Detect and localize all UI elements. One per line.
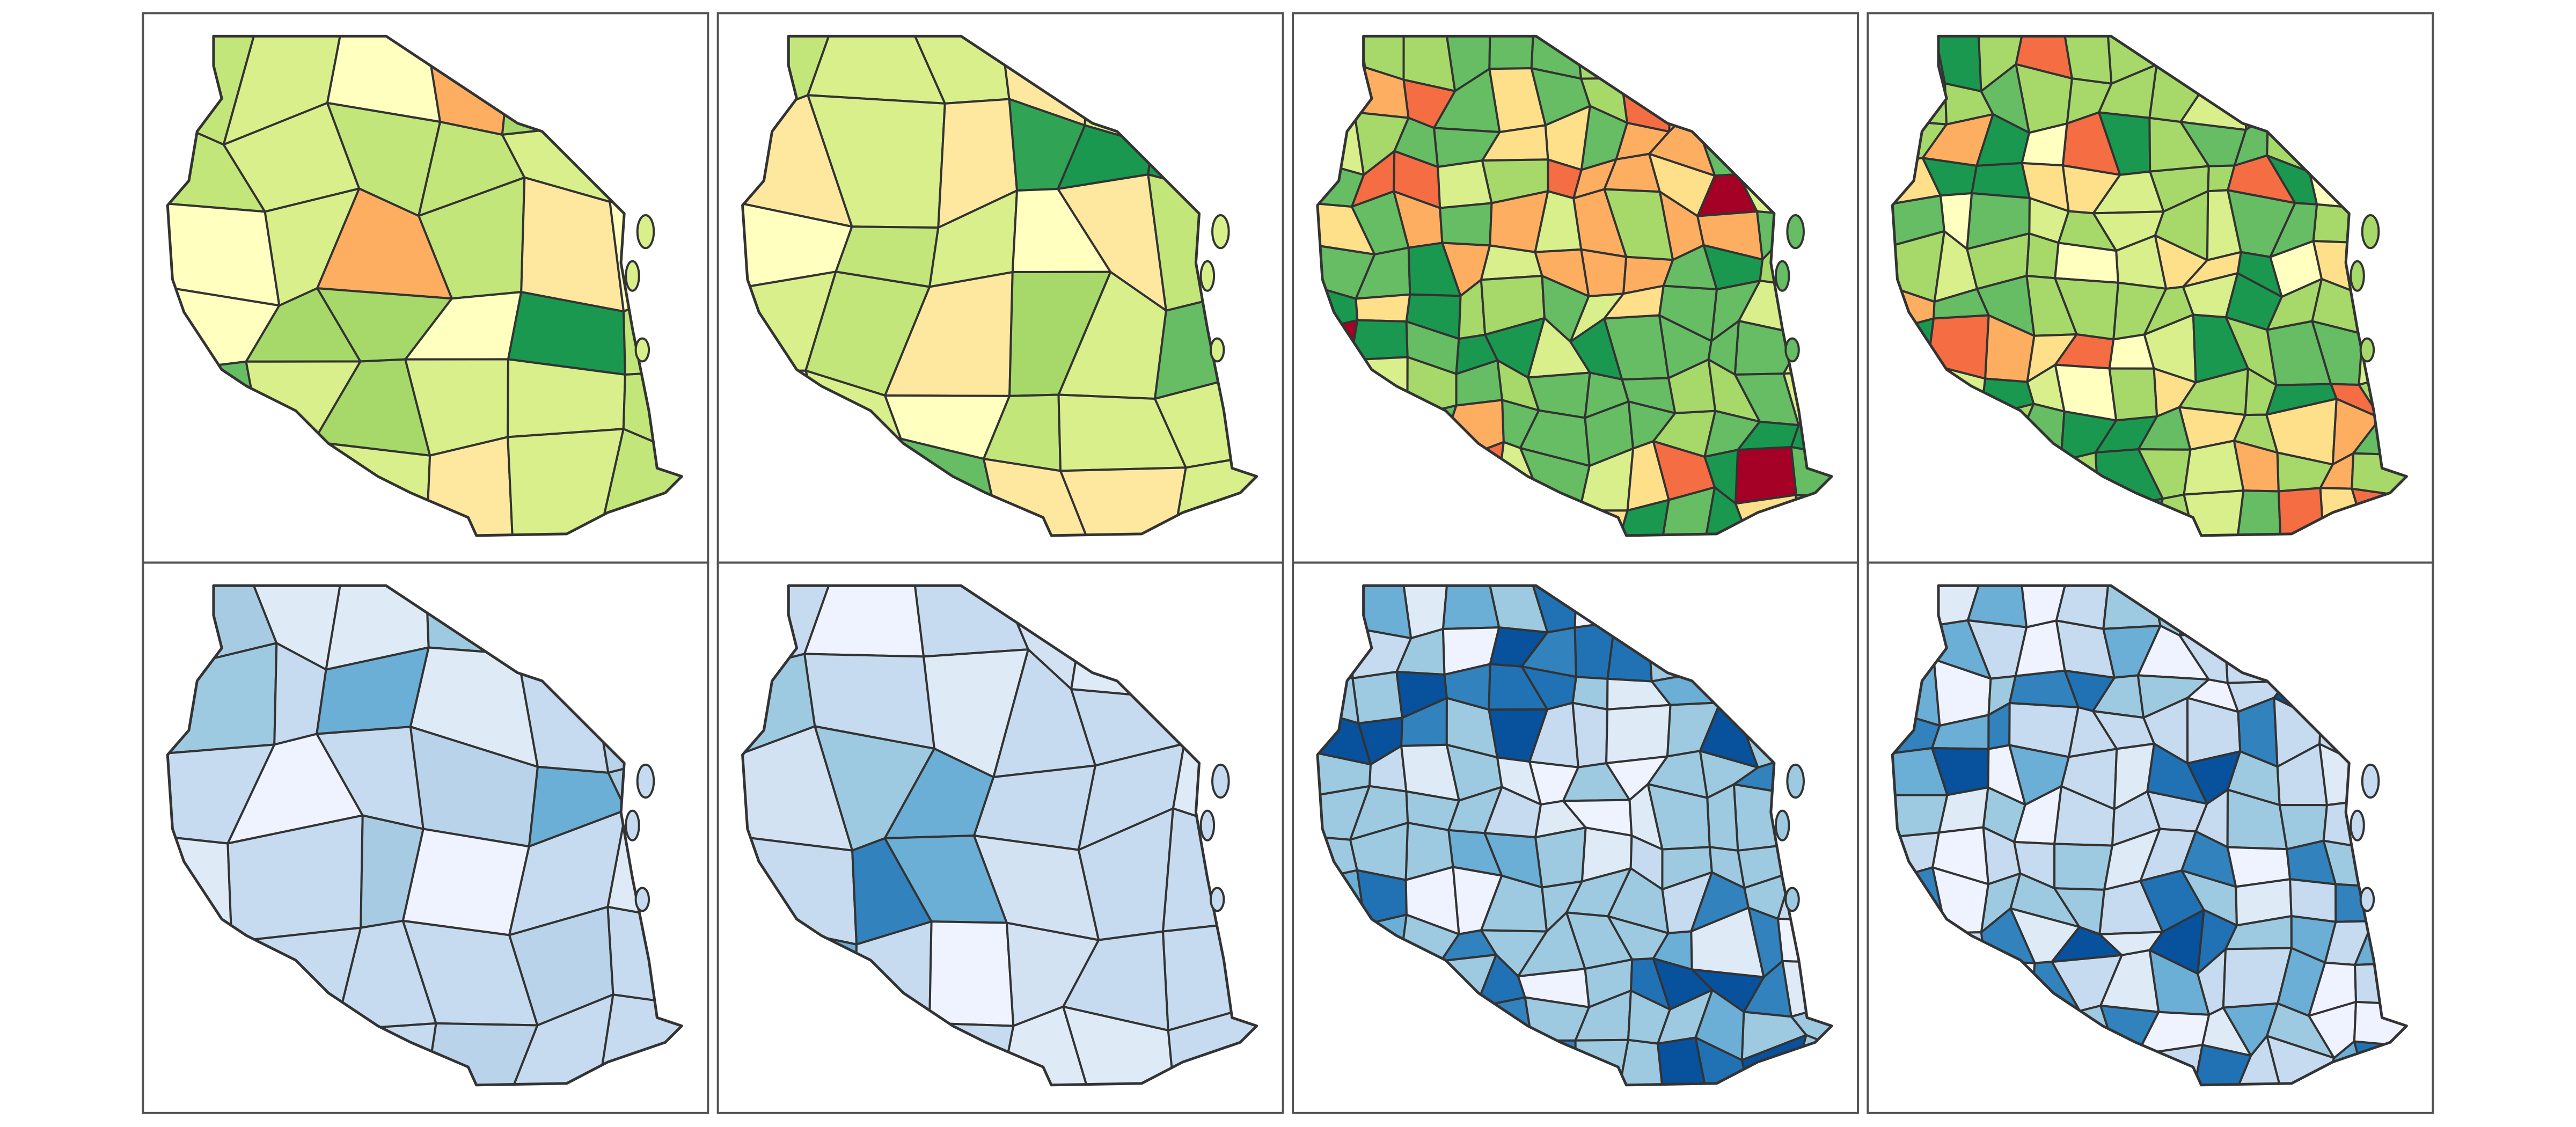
region — [2053, 843, 2113, 891]
island — [2361, 763, 2380, 799]
region — [1571, 701, 1609, 769]
island — [1211, 763, 1230, 799]
region — [2054, 241, 2120, 284]
country-outline — [166, 584, 683, 1087]
region — [1580, 248, 1628, 298]
island — [1211, 214, 1230, 250]
region — [1618, 1038, 1664, 1085]
region — [1971, 162, 2031, 200]
region — [401, 828, 530, 936]
island — [1774, 260, 1790, 292]
island — [625, 260, 640, 292]
country-outline — [1316, 584, 1833, 1087]
region — [2236, 489, 2282, 536]
island — [2359, 337, 2375, 363]
region — [1351, 670, 1403, 724]
island — [1786, 214, 1805, 250]
region — [1439, 202, 1493, 247]
country-outline — [1316, 34, 1833, 537]
region — [1355, 293, 1411, 323]
region — [2289, 878, 2337, 923]
island — [1209, 337, 1225, 363]
region — [1661, 486, 1716, 536]
region — [1488, 36, 1534, 70]
region — [928, 920, 1015, 1027]
island — [1784, 337, 1800, 363]
region — [2025, 232, 2060, 280]
country-outline — [1891, 584, 2408, 1087]
island — [2350, 809, 2365, 841]
region — [511, 993, 614, 1085]
region — [1605, 704, 1672, 765]
region — [1062, 1005, 1175, 1085]
island — [1784, 887, 1800, 912]
island — [625, 809, 640, 841]
region — [507, 428, 625, 536]
island — [636, 763, 655, 799]
region — [1534, 826, 1587, 889]
island — [2350, 260, 2365, 292]
region — [1657, 1036, 1707, 1085]
island — [636, 214, 655, 250]
island — [2359, 887, 2375, 912]
island — [2361, 214, 2380, 250]
country-outline — [1891, 34, 2408, 537]
island — [634, 337, 650, 363]
region — [1734, 445, 1798, 505]
region — [1059, 466, 1187, 536]
island — [1209, 887, 1225, 912]
country-outline — [741, 34, 1258, 537]
region — [2063, 36, 2113, 85]
island — [1774, 809, 1790, 841]
country-outline — [741, 584, 1258, 1087]
region — [2108, 367, 2158, 422]
country-outline — [166, 34, 683, 537]
island — [1199, 809, 1216, 841]
island — [634, 887, 650, 912]
island — [1199, 260, 1216, 292]
island — [1786, 763, 1805, 799]
